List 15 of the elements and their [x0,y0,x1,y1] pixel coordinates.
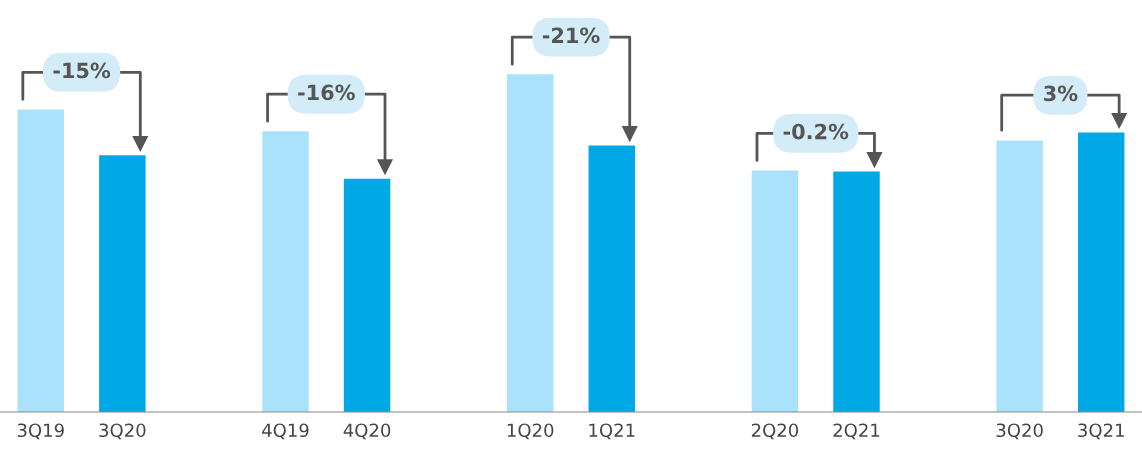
annotation: -15% [53,62,111,79]
annotation: 3% [1044,85,1078,102]
x-tick-label: 2Q20 [751,423,799,440]
x-tick-label: 1Q20 [507,423,554,440]
text: -21% [542,27,600,44]
x-tick-label: 4Q20 [343,423,391,440]
x-tick-label: 4Q19 [262,423,309,440]
x-tick-label: 3Q20 [996,423,1043,440]
x-tick-label: 3Q20 [99,423,146,440]
x-tick-label: 2Q21 [833,423,880,440]
annotation: -16% [298,84,355,101]
x-tick-label: 1Q21 [589,423,635,440]
x-tick-label: 3Q21 [1078,423,1124,440]
annotation: -0.2% [783,123,849,140]
x-tick-label: 3Q19 [17,423,64,440]
